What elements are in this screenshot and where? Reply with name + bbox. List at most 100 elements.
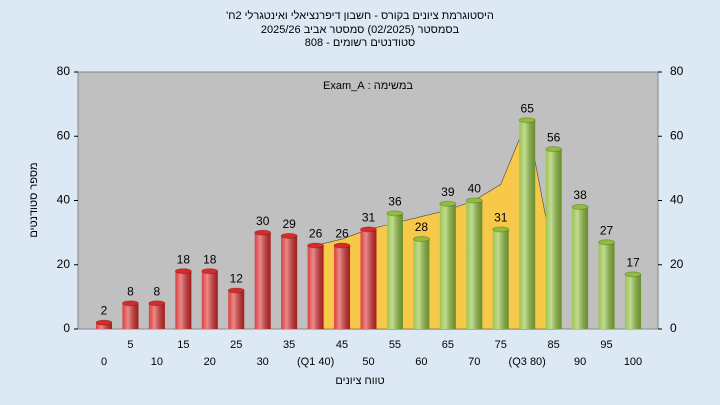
value-label: 40 — [468, 182, 482, 196]
value-label: 31 — [362, 211, 376, 225]
x-tick-label: 85 — [548, 339, 560, 351]
bar-cap — [598, 239, 616, 246]
bar-cap — [571, 203, 589, 210]
x-tick-label: 5 — [127, 339, 133, 351]
value-label: 36 — [388, 195, 402, 209]
y2-tick-label: 40 — [670, 193, 684, 207]
bar-cap — [121, 300, 139, 307]
bar-cap — [254, 229, 272, 236]
bar-shade — [492, 229, 509, 329]
value-label: 65 — [521, 101, 535, 115]
bar-cap — [201, 268, 219, 275]
bar-shade — [307, 245, 324, 329]
x-tick-label: 95 — [600, 339, 612, 351]
x-tick-label: 90 — [574, 356, 586, 368]
x-tick-label: 50 — [362, 356, 374, 368]
bar-cap — [307, 242, 325, 249]
bar-cap — [360, 226, 377, 233]
bar-shade — [175, 271, 192, 329]
bar-cap — [624, 271, 642, 278]
value-label: 18 — [177, 252, 191, 266]
x-tick-label: 70 — [468, 356, 480, 368]
bar-shade — [386, 213, 403, 329]
bar-shade — [96, 322, 112, 329]
bar-shade — [519, 120, 536, 329]
bar-shade — [228, 290, 245, 329]
value-label: 8 — [127, 284, 134, 298]
x-tick-label: (Q3 80) — [509, 356, 546, 368]
y-axis-title: מספר סטודנטים — [28, 162, 40, 237]
x-tick-label: 20 — [204, 356, 216, 368]
x-tick-label: 30 — [257, 356, 269, 368]
bar-shade — [201, 271, 218, 329]
x-axis-title: טווח ציונים — [335, 375, 384, 387]
y2-tick-label: 0 — [670, 321, 677, 335]
value-label: 18 — [203, 252, 217, 266]
value-label: 17 — [626, 256, 640, 270]
bar-shade — [439, 203, 456, 329]
x-tick-label: 65 — [442, 339, 454, 351]
value-label: 12 — [230, 272, 244, 286]
value-label: 8 — [154, 284, 161, 298]
value-label: 39 — [441, 185, 455, 199]
value-label: 56 — [547, 130, 561, 144]
chart-title: היסטוגרמת ציונים בקורס - חשבון דיפרנציאל… — [226, 9, 494, 22]
value-label: 28 — [415, 220, 429, 234]
bar-shade — [545, 149, 562, 329]
bar-shade — [625, 274, 641, 329]
bar-shade — [281, 235, 298, 329]
y-tick-label: 40 — [57, 193, 71, 207]
y-tick-label: 0 — [63, 321, 70, 335]
value-label: 27 — [600, 223, 614, 237]
value-label: 26 — [335, 227, 349, 241]
bar-cap — [386, 210, 404, 217]
subtitle: בסמסטר (02/2025) סמסטר אביב 2025/26 — [261, 24, 460, 36]
bar-shade — [148, 303, 165, 329]
bar-cap — [333, 242, 351, 249]
x-tick-label: 75 — [495, 339, 507, 351]
x-tick-label: 45 — [336, 339, 348, 351]
x-tick-label: (Q1 40) — [297, 356, 334, 368]
bar-cap — [412, 236, 430, 243]
bar-cap — [492, 226, 510, 233]
bar-cap — [465, 197, 483, 204]
value-label: 26 — [309, 227, 323, 241]
bar-shade — [466, 200, 483, 329]
bar-cap — [174, 268, 192, 275]
y2-tick-label: 80 — [670, 64, 684, 78]
bar-shade — [122, 303, 139, 329]
bar-shade — [572, 206, 589, 329]
x-tick-label: 100 — [624, 356, 642, 368]
x-tick-label: 0 — [101, 356, 107, 368]
bar-shade — [334, 245, 351, 329]
bar-shade — [413, 239, 430, 329]
bar-cap — [95, 319, 113, 326]
bar-cap — [148, 300, 166, 307]
annotation: במשימה : Exam_A — [323, 80, 413, 92]
bar-cap — [439, 200, 457, 207]
x-tick-label: 60 — [415, 356, 427, 368]
bar-cap — [227, 287, 245, 294]
value-label: 38 — [573, 188, 587, 202]
y2-tick-label: 60 — [670, 128, 684, 142]
value-label: 31 — [494, 211, 508, 225]
y-tick-label: 20 — [57, 257, 71, 271]
bar-shade — [254, 232, 271, 329]
x-tick-label: 15 — [177, 339, 189, 351]
bar-shade — [598, 242, 615, 329]
subtitle: סטודנטים רשומים - 808 — [305, 37, 416, 49]
bar-cap — [545, 146, 563, 153]
bar-cap — [518, 117, 536, 124]
x-tick-label: 55 — [389, 339, 401, 351]
x-tick-label: 25 — [230, 339, 242, 351]
bar-shade — [360, 229, 377, 329]
value-label: 2 — [101, 304, 108, 318]
value-label: 30 — [256, 214, 270, 228]
bar-cap — [280, 232, 298, 239]
y-tick-label: 80 — [57, 64, 71, 78]
y2-tick-label: 20 — [670, 257, 684, 271]
y-tick-label: 60 — [57, 128, 71, 142]
x-tick-label: 35 — [283, 339, 295, 351]
value-label: 29 — [282, 217, 296, 231]
